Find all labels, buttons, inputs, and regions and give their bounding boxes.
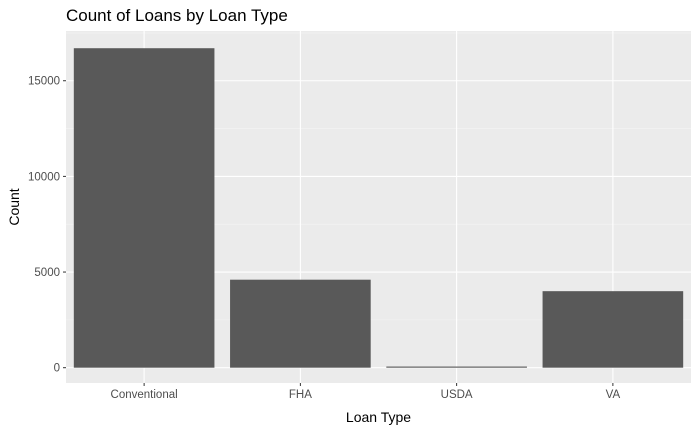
bar-va [542,291,684,368]
x-tick-label-va: VA [606,389,621,401]
y-axis-ticks: 0 5000 10000 15000 [28,76,66,375]
x-axis-ticks: Conventional FHA USDA VA [111,383,621,401]
bar-usda [386,366,527,368]
y-tick-label-3: 15000 [28,76,60,88]
x-axis-title: Loan Type [346,409,411,425]
y-tick-label-2: 10000 [28,171,60,183]
y-axis-title: Count [6,188,22,225]
chart-title: Count of Loans by Loan Type [66,6,288,25]
y-tick-label-0: 0 [54,363,60,375]
bar-fha [230,279,371,368]
x-tick-label-conventional: Conventional [111,389,178,401]
x-tick-label-usda: USDA [441,389,473,401]
bar-conventional [73,48,215,368]
y-tick-label-1: 5000 [34,267,60,279]
bars [73,48,684,368]
x-tick-label-fha: FHA [289,389,312,401]
